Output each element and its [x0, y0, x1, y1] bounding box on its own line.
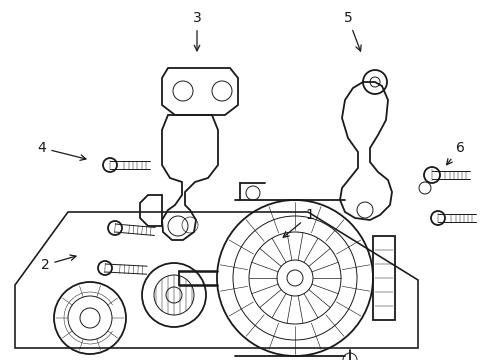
- Text: 4: 4: [38, 141, 86, 160]
- Text: 2: 2: [41, 255, 76, 272]
- Text: 1: 1: [283, 208, 314, 237]
- Text: 6: 6: [446, 141, 464, 165]
- Text: 5: 5: [343, 11, 361, 51]
- Text: 3: 3: [192, 11, 201, 51]
